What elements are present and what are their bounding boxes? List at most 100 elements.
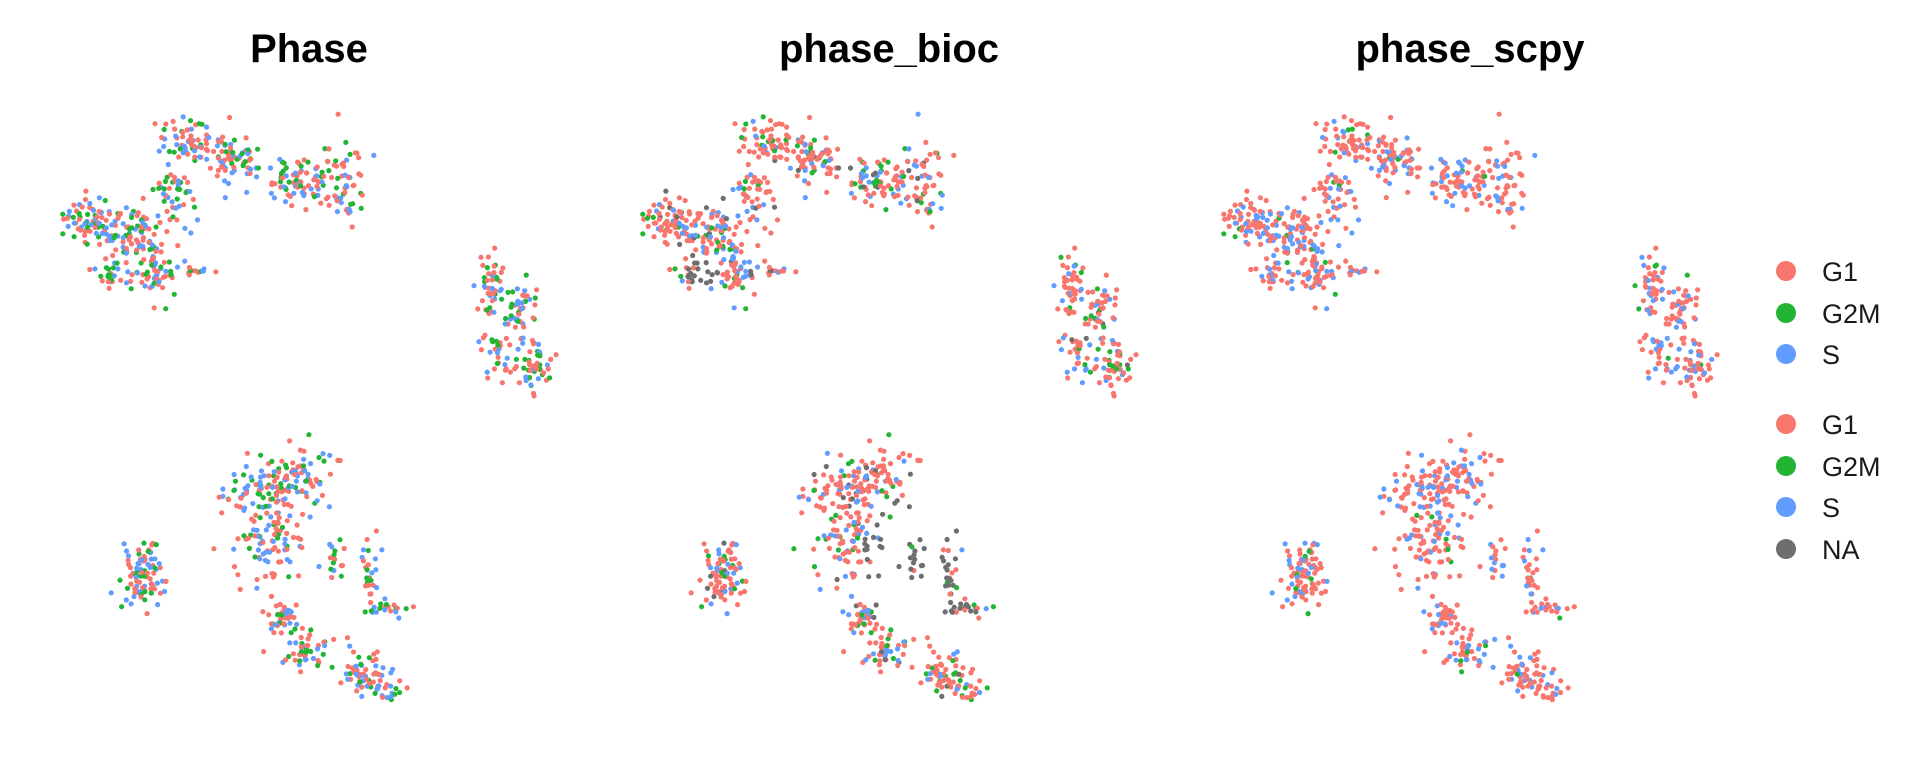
cell-point: [82, 196, 89, 203]
cell-point: [835, 146, 841, 152]
cell-point: [1351, 196, 1357, 202]
cell-point: [799, 148, 805, 155]
cell-point: [664, 241, 670, 247]
cell-point: [363, 666, 369, 673]
cell-point: [276, 469, 282, 475]
cell-point: [1248, 266, 1254, 273]
cell-point: [1416, 165, 1423, 171]
cell-point: [925, 676, 931, 682]
cell-point: [1475, 646, 1482, 652]
cell-point: [1343, 225, 1349, 231]
cell-point: [1457, 573, 1463, 579]
cell-point: [151, 305, 157, 311]
cell-point: [1676, 318, 1682, 324]
cell-point: [1673, 324, 1679, 330]
cell-point: [865, 615, 871, 621]
cell-point: [294, 489, 300, 495]
cell-point: [121, 541, 127, 547]
cell-point: [1438, 156, 1444, 162]
cell-point: [1490, 664, 1496, 670]
cell-point: [119, 604, 125, 610]
cell-point: [750, 118, 756, 124]
cell-point: [155, 213, 161, 219]
cell-point: [943, 666, 949, 673]
cell-point: [783, 141, 790, 147]
cell-point: [288, 630, 294, 636]
cell-point: [258, 468, 265, 474]
cell-point: [950, 658, 956, 664]
cell-point: [936, 155, 942, 161]
cell-point: [388, 608, 394, 614]
cell-point: [912, 193, 918, 199]
cell-point: [1430, 496, 1436, 502]
cell-point: [1341, 150, 1347, 156]
cell-point: [868, 503, 874, 509]
cell-point: [1337, 154, 1343, 160]
cell-point: [741, 126, 747, 133]
cell-point: [107, 238, 113, 244]
cell-point: [1454, 640, 1460, 646]
cell-point: [1405, 189, 1411, 195]
cell-point: [254, 585, 260, 591]
cell-point: [155, 602, 161, 608]
cell-point: [882, 468, 888, 474]
cell-point: [964, 694, 970, 701]
cell-point: [855, 535, 861, 541]
cell-point: [938, 205, 944, 211]
cell-point: [1418, 479, 1424, 485]
cell-point: [1282, 541, 1288, 547]
cell-point: [883, 170, 890, 176]
cell-point: [1696, 376, 1702, 382]
cell-point: [1461, 463, 1468, 469]
cell-point: [1092, 366, 1098, 372]
cell-point: [1324, 306, 1330, 312]
cell-point: [895, 657, 901, 664]
cell-point: [714, 565, 720, 571]
cell-point: [849, 496, 856, 502]
cell-point: [1096, 311, 1102, 317]
cell-point: [1535, 686, 1541, 692]
cell-point: [141, 257, 147, 263]
cell-point: [292, 471, 298, 477]
cell-point: [530, 315, 536, 321]
cell-point: [1400, 151, 1406, 157]
cell-point: [111, 273, 117, 279]
cell-point: [1502, 545, 1508, 552]
cell-point: [1435, 492, 1441, 498]
cell-point: [835, 165, 842, 171]
cell-point: [946, 655, 952, 661]
cell-point: [907, 452, 913, 458]
cell-point: [1465, 643, 1471, 649]
cell-point: [688, 590, 694, 596]
cell-point: [755, 186, 761, 192]
cell-point: [1403, 159, 1409, 165]
cell-point: [374, 686, 380, 692]
cell-point: [873, 478, 880, 484]
cell-point: [285, 615, 291, 621]
cell-point: [863, 465, 870, 471]
cell-point: [1331, 118, 1337, 124]
cell-point: [287, 513, 293, 519]
cell-point: [134, 213, 140, 219]
cell-point: [1428, 165, 1435, 171]
cell-point: [393, 685, 399, 692]
cell-point: [388, 694, 394, 700]
cell-point: [867, 640, 873, 646]
cell-point: [347, 151, 353, 157]
cell-point: [380, 665, 386, 671]
cell-point: [881, 157, 887, 163]
cell-point: [241, 533, 247, 539]
cell-point: [1100, 340, 1106, 346]
cell-point: [268, 190, 274, 196]
cell-point: [1405, 450, 1411, 456]
cell-point: [1064, 307, 1070, 313]
cell-point: [690, 252, 696, 259]
cell-point: [362, 609, 368, 615]
cell-point: [708, 581, 714, 587]
cell-point: [1640, 298, 1646, 304]
cell-point: [125, 553, 132, 559]
cell-point: [295, 159, 301, 165]
cell-point: [885, 636, 891, 642]
legend: G1 G2M S G1 G2M S: [1776, 257, 1881, 565]
cell-point: [1520, 693, 1526, 700]
